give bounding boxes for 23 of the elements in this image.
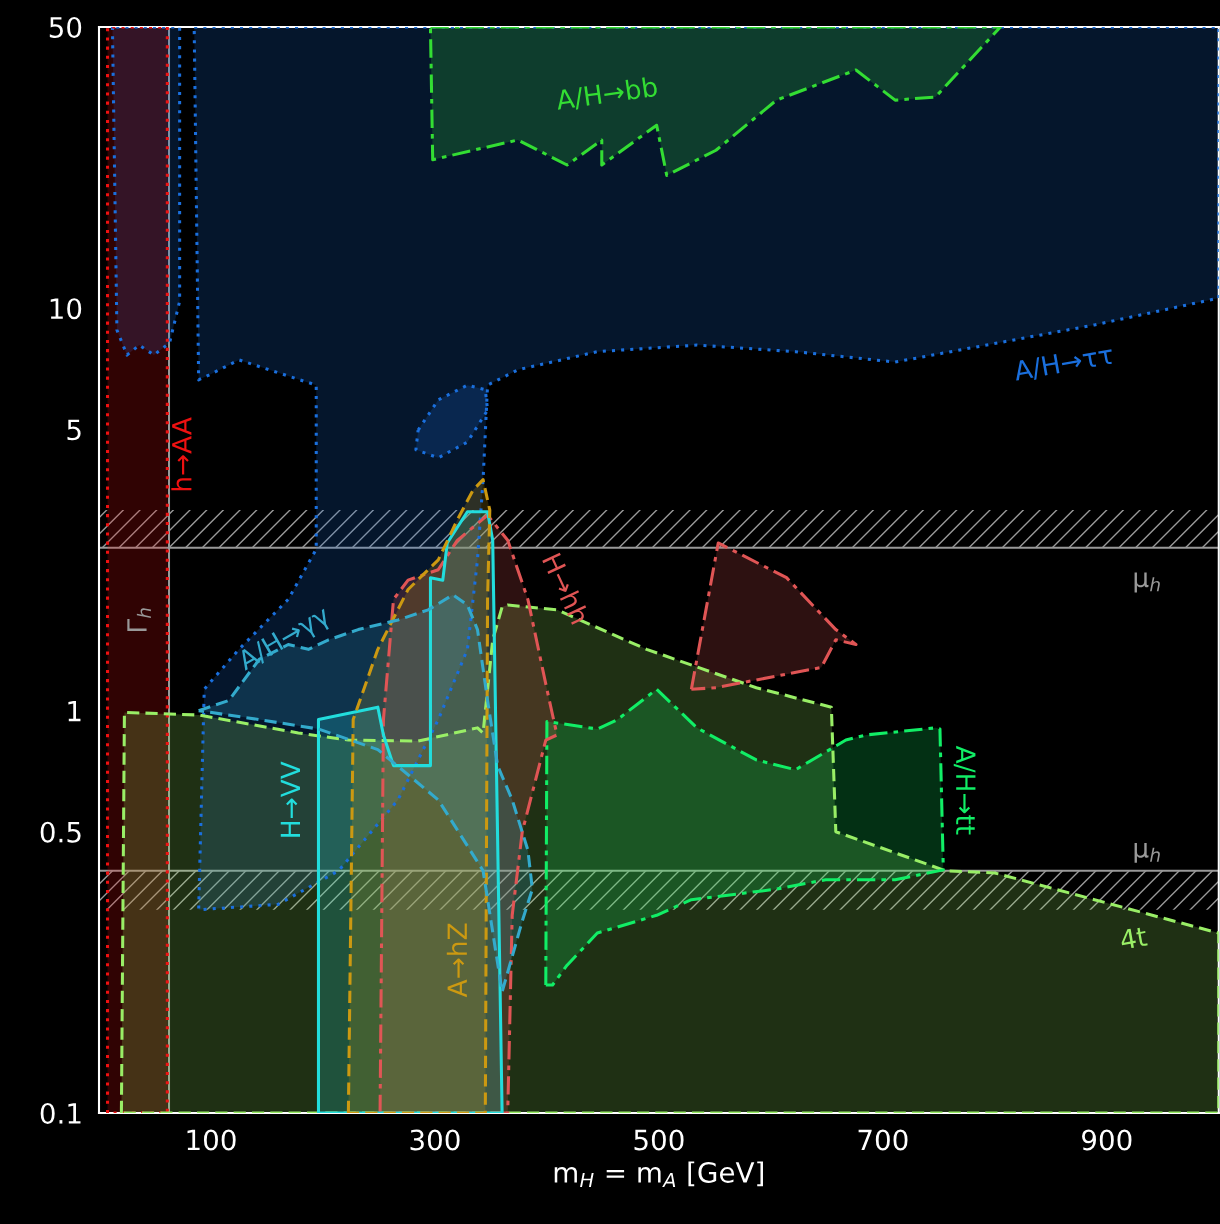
x-tick-label: 700 [858,1129,908,1151]
annotation: 4t [1119,926,1148,950]
y-tick-label: 0.1 [40,1102,81,1124]
annotation: A/H→bb [555,75,659,113]
x-axis-title: m$_{H}$ = m$_{A}$ [GeV] [554,1161,763,1188]
x-tick-label: 500 [634,1129,684,1151]
annotation: Γ$_{h}$ [127,608,151,632]
annotation: H→VV [280,761,300,837]
x-tick-label: 900 [1082,1129,1132,1151]
annotation: A/H→tt [953,745,976,835]
y-tick-label: 1 [68,700,81,722]
annotation: μ$_{h}$ [1134,572,1160,593]
annotation: A→hZ [446,923,467,998]
x-tick-label: 300 [410,1129,460,1151]
y-tick-label: 10 [50,298,82,320]
y-tick-label: 0.5 [40,821,81,843]
y-tick-label: 50 [49,16,82,38]
annotation: h→AA [171,417,192,491]
annotation: μ$_{h}$ [1134,842,1160,863]
y-tick-label: 5 [67,419,81,441]
annotation: H→hh [542,552,591,625]
annotation: A/H→ττ [1012,344,1115,384]
x-tick-label: 100 [187,1129,236,1151]
